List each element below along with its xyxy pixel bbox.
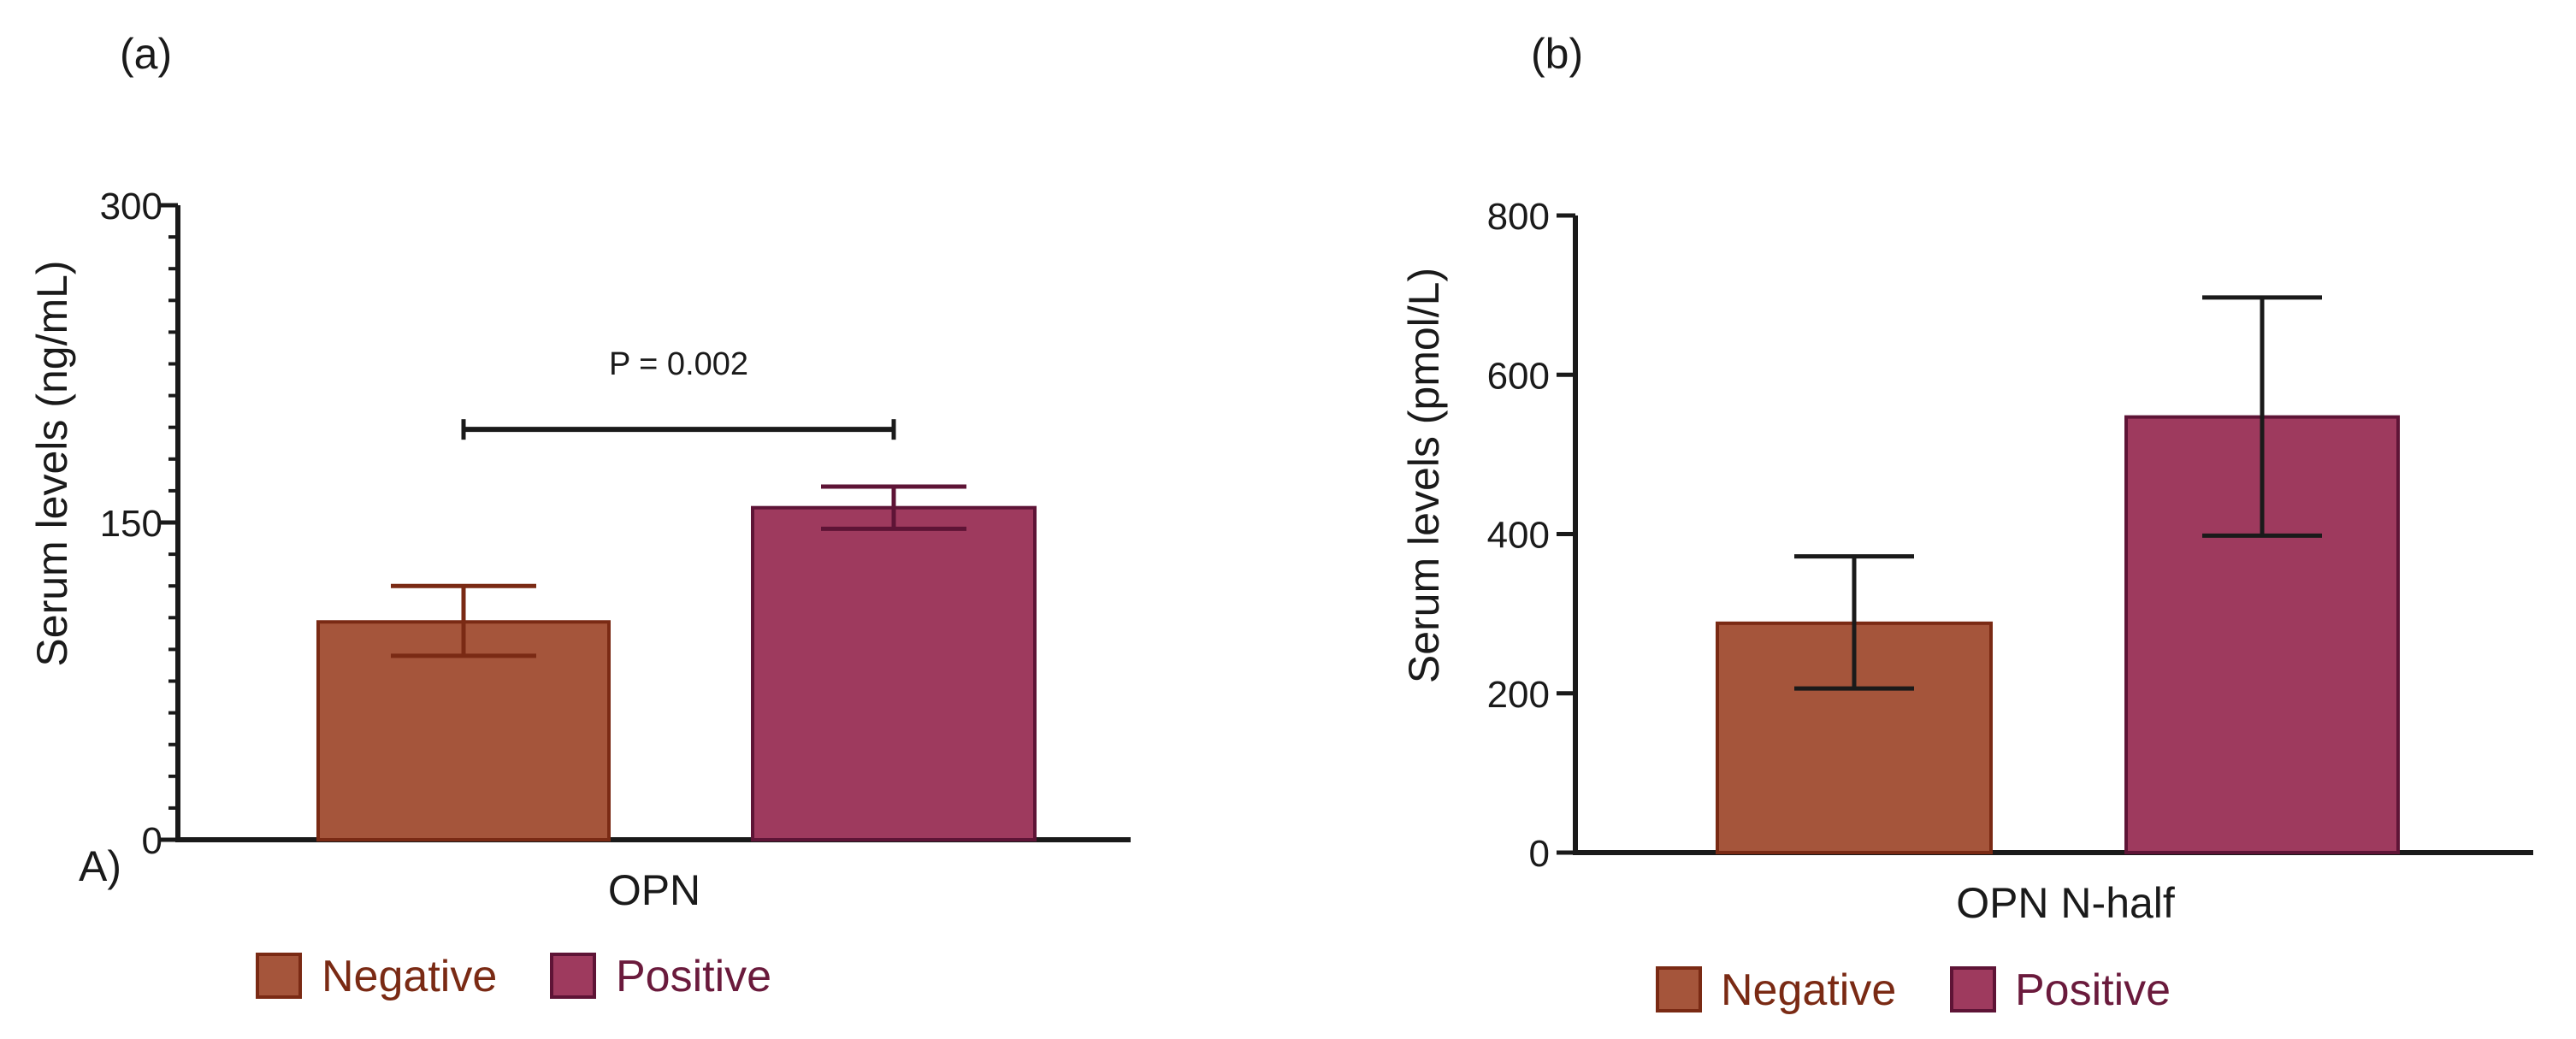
- y-tick-label: 150: [100, 503, 162, 545]
- legend-label-negative-b: Negative: [1721, 965, 1896, 1015]
- y-axis-ticks-b: 0 200 400 600 800: [1487, 196, 1575, 875]
- p-value-label: P = 0.002: [609, 346, 748, 382]
- y-tick-label: 800: [1487, 196, 1550, 238]
- y-axis-label-b: Serum levels (pmol/L): [1400, 268, 1448, 683]
- x-axis-category-label-b: OPN N-half: [1956, 879, 2175, 927]
- chart-panel-a: (a) Serum levels (ng/mL) 0 150 300 P = 0.0…: [28, 30, 1131, 1001]
- y-tick-label: 0: [142, 820, 162, 862]
- y-tick-label: 200: [1487, 674, 1550, 716]
- panel-label-b: (b): [1531, 30, 1583, 78]
- x-axis-category-label-a: OPN: [608, 866, 700, 914]
- significance-annotation-a: P = 0.002: [461, 346, 896, 440]
- chart-panel-b: (b) Serum levels (pmol/L) 0200400600800 …: [1400, 30, 2533, 1015]
- y-tick-label: 600: [1487, 355, 1550, 397]
- legend-a: Negative Positive: [256, 952, 771, 1001]
- legend-b: Negative Positive: [1656, 965, 2171, 1015]
- y-axis-ticks-a: 0 150 300: [100, 186, 178, 862]
- legend-swatch-positive-b: [1950, 966, 1996, 1012]
- legend-swatch-positive-a: [550, 953, 596, 999]
- bars-a: [316, 505, 1037, 841]
- error-bars-a: [391, 484, 966, 658]
- error-bars-b: [1794, 295, 2322, 691]
- legend-label-negative-a: Negative: [322, 952, 497, 1001]
- bars-b: [1716, 415, 2400, 854]
- y-tick-label: 300: [100, 186, 162, 227]
- y-axis-label-a: Serum levels (ng/mL): [28, 260, 76, 666]
- y-tick-label: 400: [1487, 515, 1550, 557]
- figure-corner-label-a: A): [79, 842, 121, 890]
- legend-label-positive-a: Positive: [616, 952, 771, 1001]
- bar-negative: [316, 620, 611, 841]
- panel-label-a: (a): [120, 30, 172, 78]
- legend-swatch-negative-a: [256, 953, 302, 999]
- bar-positive: [751, 505, 1037, 841]
- y-tick-label: 0: [1529, 833, 1550, 875]
- legend-swatch-negative-b: [1656, 966, 1702, 1012]
- legend-label-positive-b: Positive: [2015, 965, 2171, 1015]
